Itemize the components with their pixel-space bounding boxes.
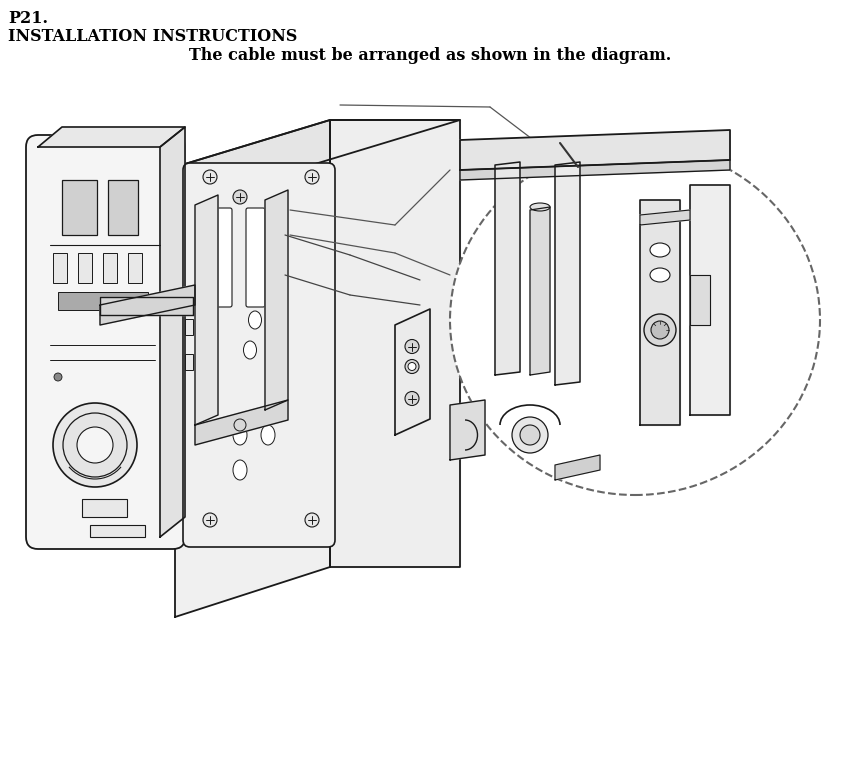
Ellipse shape: [249, 311, 261, 329]
Polygon shape: [395, 309, 430, 435]
Bar: [103, 253, 117, 283]
Polygon shape: [38, 127, 185, 147]
Circle shape: [405, 360, 419, 373]
Circle shape: [405, 340, 419, 353]
Bar: [185, 354, 193, 370]
Bar: [90, 525, 145, 537]
Circle shape: [203, 513, 217, 527]
Polygon shape: [450, 400, 485, 460]
Text: P21.: P21.: [8, 10, 48, 27]
Bar: [58, 292, 148, 310]
Circle shape: [233, 190, 247, 204]
Polygon shape: [530, 207, 550, 375]
Circle shape: [53, 403, 137, 487]
Circle shape: [203, 170, 217, 184]
FancyBboxPatch shape: [26, 135, 185, 549]
Polygon shape: [160, 127, 185, 537]
Polygon shape: [100, 297, 193, 315]
FancyBboxPatch shape: [183, 163, 335, 547]
Circle shape: [63, 413, 127, 477]
Text: INSTALLATION INSTRUCTIONS: INSTALLATION INSTRUCTIONS: [8, 28, 298, 45]
Ellipse shape: [650, 243, 670, 257]
Text: The cable must be arranged as shown in the diagram.: The cable must be arranged as shown in t…: [189, 47, 671, 64]
Circle shape: [651, 321, 669, 339]
Ellipse shape: [650, 268, 670, 282]
Ellipse shape: [450, 145, 820, 495]
Polygon shape: [495, 162, 520, 375]
Ellipse shape: [261, 425, 275, 445]
Circle shape: [77, 427, 113, 463]
Polygon shape: [555, 455, 600, 480]
Bar: [53, 253, 67, 283]
Bar: [82, 499, 127, 517]
Bar: [108, 180, 138, 235]
Bar: [62, 180, 97, 235]
Circle shape: [54, 373, 62, 381]
Ellipse shape: [233, 425, 247, 445]
FancyBboxPatch shape: [246, 208, 265, 307]
Ellipse shape: [244, 341, 256, 359]
Circle shape: [305, 513, 319, 527]
Bar: [185, 319, 193, 335]
Polygon shape: [100, 285, 195, 325]
Polygon shape: [195, 400, 288, 445]
Circle shape: [234, 419, 246, 431]
Polygon shape: [460, 130, 730, 170]
Polygon shape: [555, 162, 580, 385]
Circle shape: [512, 417, 548, 453]
Circle shape: [405, 392, 419, 405]
Polygon shape: [330, 120, 460, 567]
Bar: [128, 253, 142, 283]
Circle shape: [408, 363, 416, 370]
Polygon shape: [175, 120, 460, 167]
Ellipse shape: [233, 460, 247, 480]
Polygon shape: [195, 195, 218, 425]
FancyBboxPatch shape: [213, 208, 232, 307]
Ellipse shape: [530, 203, 550, 211]
Circle shape: [520, 425, 540, 445]
Polygon shape: [690, 185, 730, 415]
Polygon shape: [460, 160, 730, 180]
Polygon shape: [690, 275, 710, 325]
Circle shape: [644, 314, 676, 346]
Circle shape: [305, 170, 319, 184]
Polygon shape: [175, 120, 330, 617]
Bar: [78, 253, 92, 283]
Polygon shape: [265, 190, 288, 410]
Polygon shape: [640, 200, 680, 425]
Polygon shape: [640, 210, 690, 225]
